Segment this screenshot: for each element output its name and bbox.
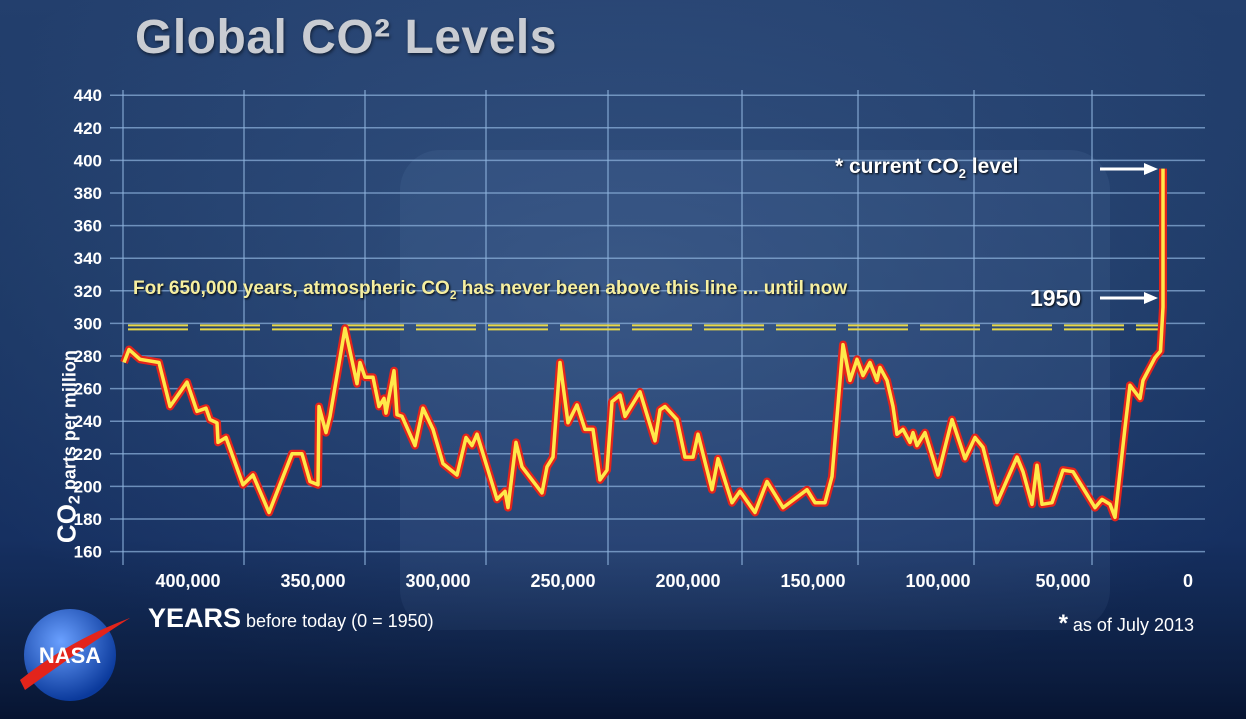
threshold-text-post: has never been above this line ... until… [456, 278, 848, 299]
y-tick-label: 300 [74, 314, 102, 333]
x-tick-label: 150,000 [780, 571, 845, 591]
chart-title: Global CO² Levels [135, 11, 557, 64]
threshold-text-pre: For 650,000 years, atmospheric CO [133, 278, 450, 299]
y-tick-label: 360 [74, 217, 102, 236]
y-tick-label: 200 [74, 477, 102, 496]
x-axis-label-years: YEARS [148, 603, 242, 633]
co2-series [120, 168, 1167, 522]
y-tick-label: 180 [74, 510, 102, 529]
y-tick-label: 220 [74, 445, 102, 464]
x-axis-label: YEARS before today (0 = 1950) [148, 603, 434, 634]
background-co2-canister [400, 150, 1110, 630]
background-ocean [0, 560, 1246, 719]
y-tick-label: 240 [74, 412, 102, 431]
x-tick-label: 250,000 [530, 571, 595, 591]
x-tick-label: 300,000 [405, 571, 470, 591]
arrow-1950-head [1144, 292, 1158, 304]
x-tick-label: 0 [1183, 571, 1193, 591]
x-tick-label: 400,000 [155, 571, 220, 591]
y-tick-label: 260 [74, 380, 102, 399]
y-tick-label: 280 [74, 347, 102, 366]
co2-line [122, 168, 1165, 520]
y-axis-label-co: CO [51, 504, 82, 544]
x-tick-label: 50,000 [1035, 571, 1090, 591]
threshold-line [128, 324, 1160, 331]
nasa-logo-text: NASA [39, 643, 101, 668]
annotation-1950: 1950 [1030, 285, 1082, 311]
x-tick-label: 200,000 [655, 571, 720, 591]
y-tick-label: 400 [74, 151, 102, 170]
y-tick-label: 440 [74, 86, 102, 105]
current-level-pre: * current CO [835, 155, 959, 178]
y-tick-label: 320 [74, 282, 102, 301]
current-level-annotation: * current CO2 level [835, 155, 1018, 181]
x-tick-label: 100,000 [905, 571, 970, 591]
y-axis-label-units: parts per million [59, 350, 80, 496]
y-axis-label: CO2 parts per million [51, 317, 84, 577]
y-tick-label: 340 [74, 249, 102, 268]
threshold-annotation: For 650,000 years, atmospheric CO2 has n… [133, 278, 847, 302]
y-tick-label: 420 [74, 119, 102, 138]
y-tick-labels: 160 180 200 220 240 260 280 300 320 340 360 380 400 4… [74, 86, 102, 561]
x-tick-labels: 400,000 350,000 300,000 250,000 200,000 150,0… [155, 571, 1193, 591]
current-level-sub: 2 [958, 166, 966, 182]
x-tick-label: 350,000 [280, 571, 345, 591]
x-axis-label-rest: before today (0 = 1950) [241, 611, 434, 631]
nasa-logo-swoosh [20, 618, 130, 690]
footnote: * as of July 2013 [1059, 610, 1194, 638]
threshold-text-sub: 2 [449, 287, 457, 302]
y-axis-label-sub: 2 [66, 495, 84, 505]
footnote-text: as of July 2013 [1067, 615, 1194, 635]
current-level-post: level [965, 155, 1019, 178]
footnote-star: * [1058, 610, 1068, 637]
nasa-logo: NASA [20, 609, 130, 701]
y-tick-label: 380 [74, 184, 102, 203]
y-tick-label: 160 [74, 543, 102, 562]
current-level-arrow-head [1144, 163, 1158, 175]
arrows [1100, 163, 1158, 304]
